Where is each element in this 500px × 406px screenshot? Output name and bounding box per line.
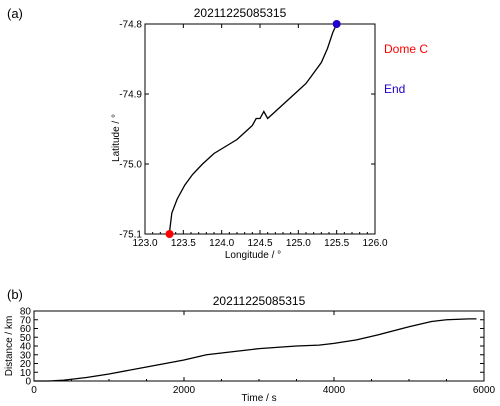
y-tick-label: -75.0 <box>119 160 142 171</box>
x-tick-label: 123.0 <box>132 238 157 249</box>
x-tick-label: 4000 <box>323 385 346 396</box>
y-tick-label: 0 <box>25 377 31 388</box>
y-tick-label: 20 <box>20 359 32 370</box>
y-tick-label: 80 <box>20 307 32 318</box>
x-tick-label: 124.5 <box>247 238 272 249</box>
y-tick-label: -74.8 <box>119 20 142 31</box>
panel-b-x-ticks: 0 2000 4000 6000 <box>31 311 496 396</box>
x-tick-label: 123.5 <box>171 238 196 249</box>
panel-b-title: 20211225085315 <box>213 294 306 308</box>
end-marker <box>332 20 341 28</box>
panel-b-distance-line <box>34 318 477 382</box>
panel-a-x-ticks: 123.0 123.5 124.0 124.5 125.0 125.5 126.0 <box>132 24 388 249</box>
panel-a-track-line <box>168 23 338 232</box>
y-tick-label: -74.9 <box>119 90 142 101</box>
y-tick-label: 10 <box>20 368 32 379</box>
x-tick-label: 2000 <box>173 385 196 396</box>
panel-b-x-axis-label: Time / s <box>241 393 276 404</box>
dome-c-marker <box>165 230 174 238</box>
x-tick-label: 125.5 <box>324 238 349 249</box>
panel-a-y-ticks: -74.8 -74.9 -75.0 -75.1 <box>119 20 375 241</box>
x-tick-label: 126.0 <box>362 238 387 249</box>
panel-b-y-axis-label: Distance / km <box>4 316 15 377</box>
y-tick-label: -75.1 <box>119 230 142 241</box>
legend-dome-c: Dome C <box>384 42 428 56</box>
x-tick-label: 0 <box>31 385 37 396</box>
y-tick-label: 30 <box>20 350 32 361</box>
panel-a-y-axis-label: Latitude / ° <box>111 114 122 162</box>
panel-a-x-axis-label: Longitude / ° <box>225 250 281 261</box>
panel-a: (a) 20211225085315 123.0 123.5 124.0 124.5 1… <box>7 6 428 261</box>
panel-b-label: (b) <box>7 287 23 302</box>
panel-a-label: (a) <box>7 6 23 21</box>
panel-b: (b) 20211225085315 0 2000 4000 6000 0102030… <box>4 287 496 404</box>
y-tick-label: 40 <box>20 342 32 353</box>
panel-a-markers <box>165 20 341 238</box>
legend-end: End <box>384 82 405 96</box>
x-tick-label: 125.0 <box>286 238 311 249</box>
y-tick-label: 70 <box>20 315 32 326</box>
panel-a-title: 20211225085315 <box>194 6 287 20</box>
x-tick-label: 124.0 <box>209 238 234 249</box>
y-tick-label: 60 <box>20 324 32 335</box>
y-tick-label: 50 <box>20 333 32 344</box>
x-tick-label: 6000 <box>473 385 496 396</box>
